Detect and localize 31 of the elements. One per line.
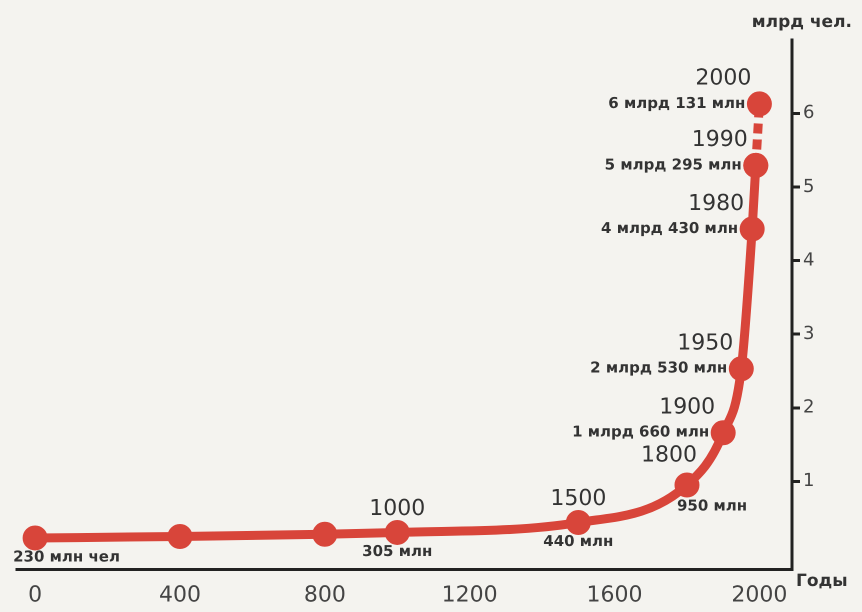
annotation: 1900 [659,394,716,420]
x-axis-title: Годы [796,571,848,592]
y-axis-title: млрд чел. [752,12,852,32]
annotation: 1 млрд 660 млн [572,422,710,441]
annotation: 950 млн [676,496,748,514]
annotation: 4 млрд 430 млн [601,218,738,237]
x-tick-label: 1200 [442,582,498,608]
y-tick-label: 5 [803,176,814,197]
annotation: 305 млн [362,542,432,560]
annotation: 2 млрд 530 млн [590,358,728,377]
annotation: 1500 [550,486,606,512]
x-tick-label: 0 [28,582,42,608]
x-tick-label: 2000 [731,582,788,608]
annotation: 440 млн [543,532,614,550]
annotation: 5 млрд 295 млн [604,155,742,174]
annotation: 1800 [640,442,697,468]
y-tick-label: 6 [803,102,814,124]
y-tick-label: 2 [803,396,814,418]
annotation: 2000 [695,66,752,91]
annotation: 1990 [692,127,748,152]
annotation: 1000 [369,496,426,522]
y-tick-label: 4 [803,249,814,270]
annotation: 6 млрд 131 млн [608,94,746,112]
y-tick-label: 3 [803,322,814,344]
annotation: 230 млн чел [13,547,120,566]
y-tick-label: 1 [803,470,814,492]
x-tick-label: 1600 [586,582,643,608]
x-tick-label: 800 [304,582,346,608]
annotation: 1980 [688,190,744,216]
annotation: 1950 [677,330,734,356]
x-tick-label: 400 [158,582,201,608]
